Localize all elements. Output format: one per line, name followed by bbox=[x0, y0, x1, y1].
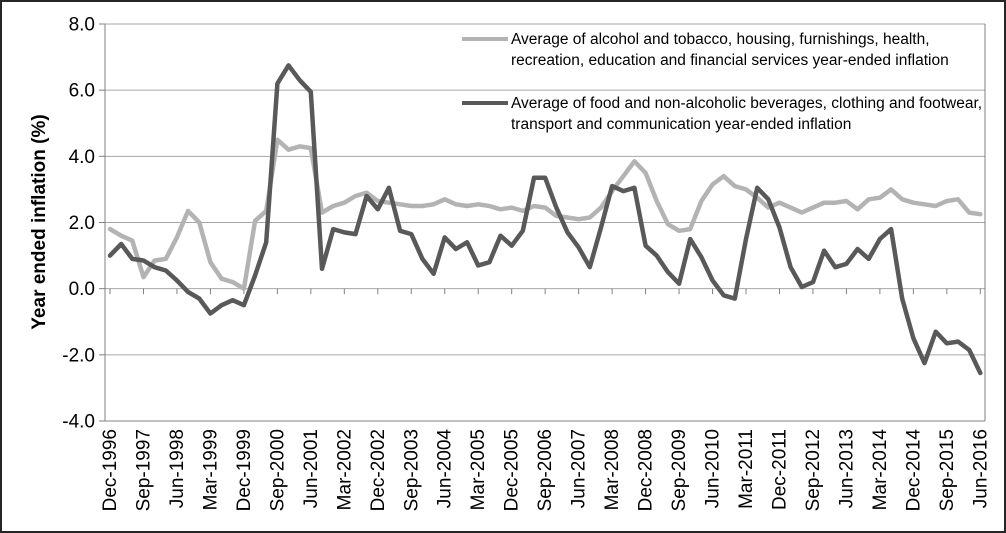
y-tick-label: 2.0 bbox=[69, 213, 95, 234]
legend-label-services: Average of alcohol and tobacco, housing,… bbox=[511, 31, 949, 70]
x-tick-label: Mar-2005 bbox=[468, 429, 489, 510]
x-tick-label: Sep-2003 bbox=[401, 429, 422, 511]
x-tick-label: Sep-2015 bbox=[937, 429, 958, 511]
x-tick-label: Dec-2002 bbox=[368, 429, 389, 511]
x-tick-label: Dec-2008 bbox=[636, 429, 657, 511]
x-tick-label: Dec-1999 bbox=[234, 429, 255, 511]
series-line-1 bbox=[107, 137, 983, 291]
x-tick-label: Mar-2008 bbox=[602, 429, 623, 510]
x-tick-label: Dec-1996 bbox=[100, 429, 121, 511]
x-tick-label: Sep-2006 bbox=[535, 429, 556, 511]
x-tick-label: Sep-2000 bbox=[267, 429, 288, 511]
x-tick-label: Dec-2011 bbox=[769, 429, 790, 510]
x-tick-label: Mar-2011 bbox=[736, 429, 757, 509]
x-tick-label: Dec-2014 bbox=[903, 429, 924, 512]
x-tick-label: Sep-2009 bbox=[669, 429, 690, 511]
y-tick-label: -4.0 bbox=[62, 412, 95, 433]
x-tick-label: Jun-2016 bbox=[970, 429, 991, 508]
legend-line-swatch-dark-icon bbox=[462, 100, 508, 105]
chart-legend: Average of alcohol and tobacco, housing,… bbox=[462, 29, 998, 157]
x-tick-label: Sep-1997 bbox=[133, 429, 154, 511]
x-tick-label: Dec-2005 bbox=[502, 429, 523, 511]
y-tick-label: -2.0 bbox=[62, 345, 95, 366]
x-tick-label: Sep-2012 bbox=[803, 429, 824, 511]
legend-line-swatch-light-icon bbox=[462, 37, 508, 41]
x-tick-label: Jun-2010 bbox=[703, 429, 724, 508]
series-line-2 bbox=[107, 63, 983, 376]
x-tick-label: Mar-2002 bbox=[334, 429, 355, 510]
legend-entry-goods: Average of food and non-alcoholic bevera… bbox=[462, 93, 998, 136]
x-tick-label: Mar-2014 bbox=[870, 429, 891, 511]
y-tick-label: 6.0 bbox=[69, 81, 95, 102]
x-tick-label: Jun-2004 bbox=[435, 429, 456, 509]
x-tick-label: Jun-2007 bbox=[569, 429, 590, 508]
y-tick-label: 0.0 bbox=[69, 279, 95, 300]
y-axis-title: Year ended inflation (%) bbox=[29, 114, 50, 329]
x-tick-label: Jun-2013 bbox=[836, 429, 857, 508]
legend-entry-services: Average of alcohol and tobacco, housing,… bbox=[462, 29, 998, 72]
x-tick-label: Jun-1998 bbox=[167, 429, 188, 508]
y-tick-label: 8.0 bbox=[69, 15, 95, 36]
y-tick-label: 4.0 bbox=[69, 147, 95, 168]
legend-label-goods: Average of food and non-alcoholic bevera… bbox=[511, 94, 983, 134]
x-tick-label: Mar-1999 bbox=[200, 429, 221, 510]
x-tick-label: Jun-2001 bbox=[301, 429, 322, 508]
